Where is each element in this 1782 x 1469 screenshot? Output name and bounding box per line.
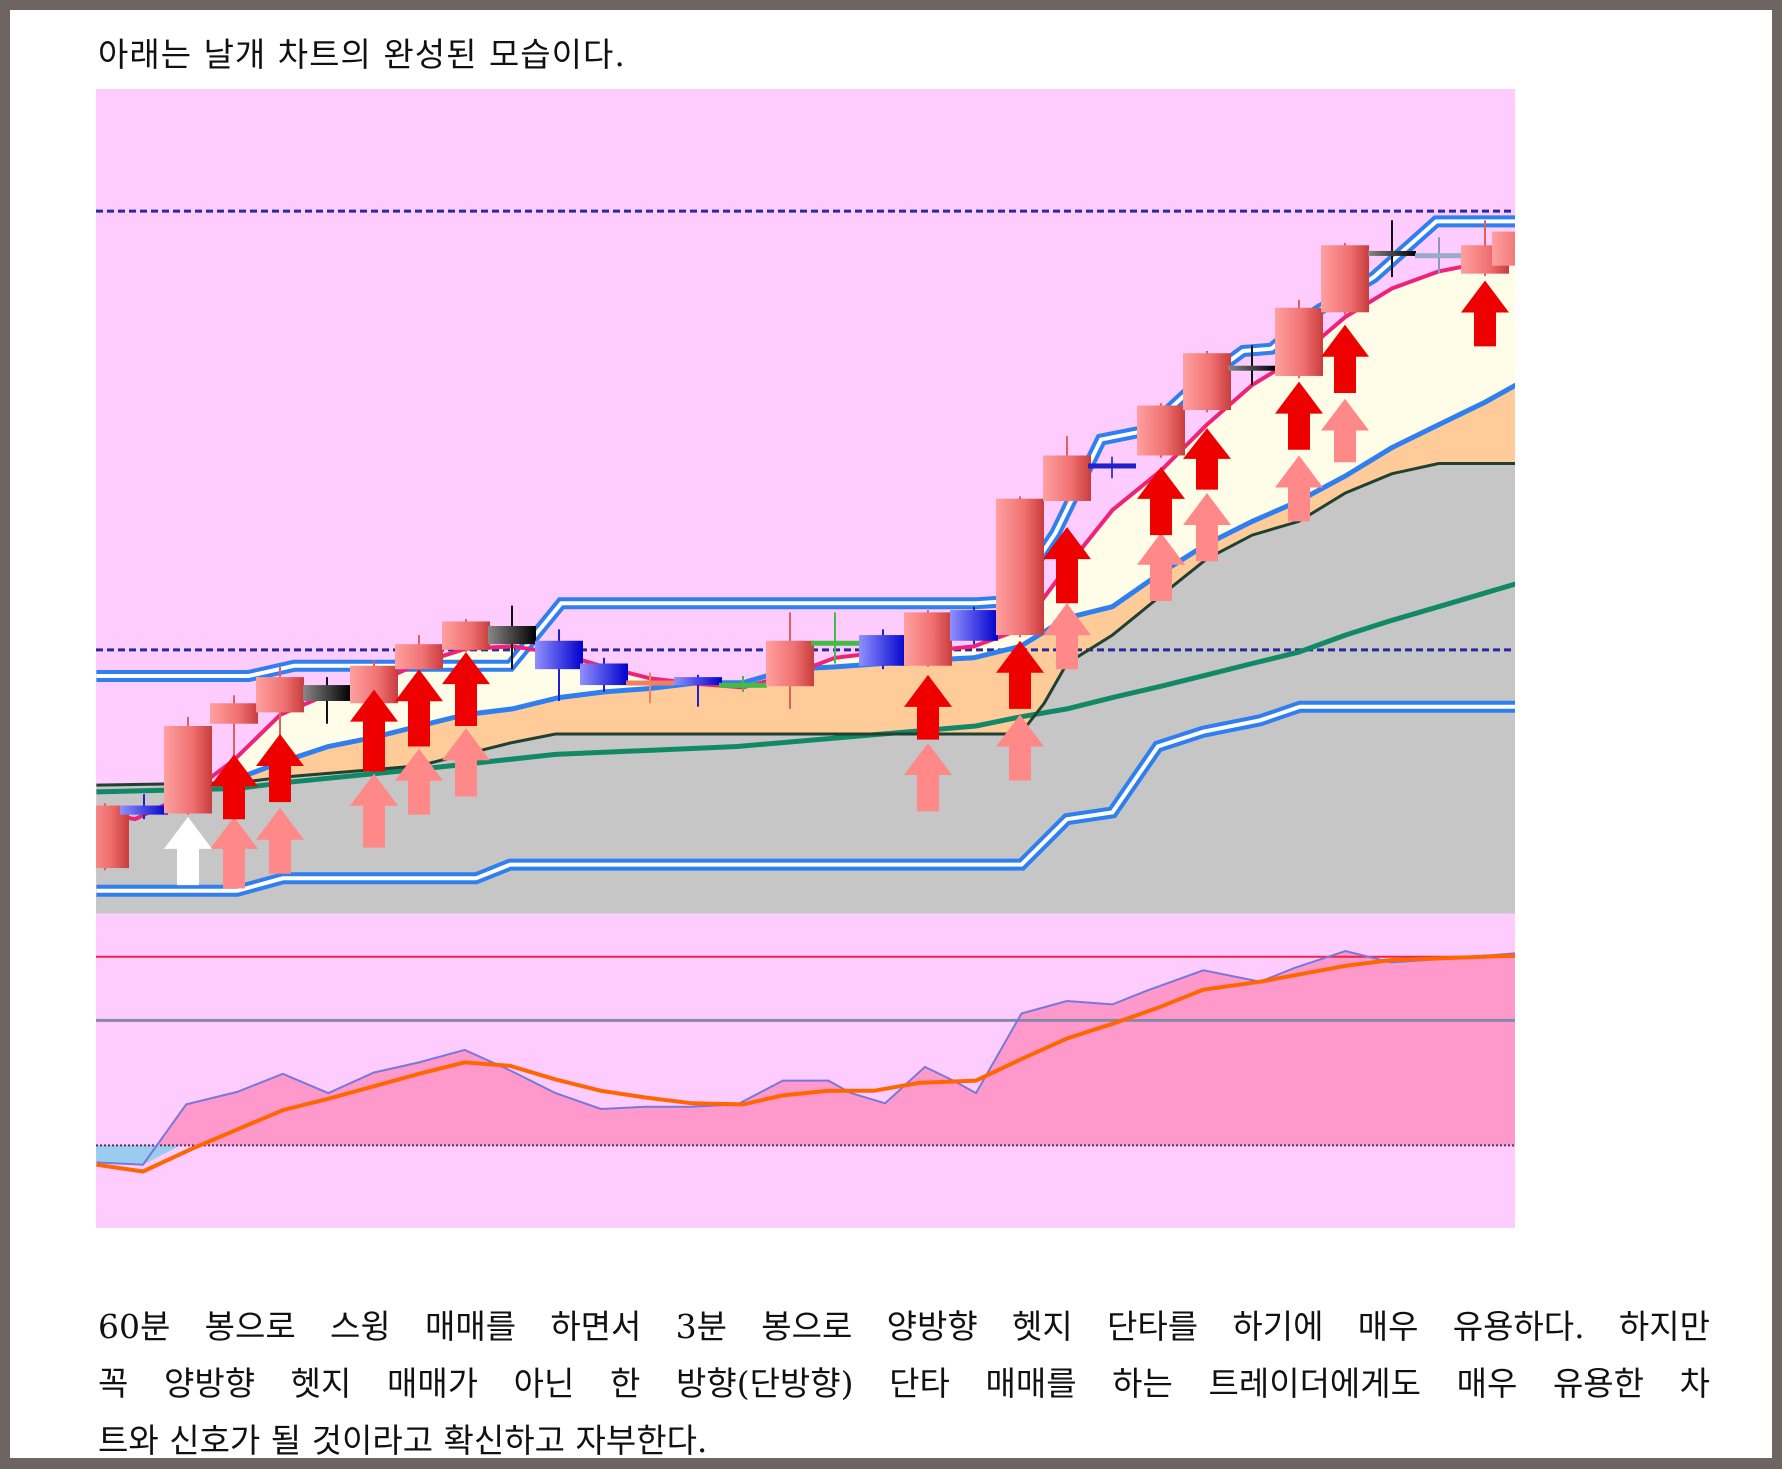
candle-body (580, 663, 628, 686)
candle-body (1415, 253, 1463, 259)
oscillator-area (96, 951, 1515, 1165)
candle-body (1492, 231, 1515, 266)
candle-body (674, 677, 722, 686)
paragraph-line-2: 꼭 양방향 헷지 매매가 아닌 한 방향(단방향) 단타 매매를 하는 트레이더… (98, 1364, 1710, 1403)
document-page: 아래는 날개 차트의 완성된 모습이다. 60분 봉으로 스윙 매매를 하면서 … (10, 10, 1772, 1460)
candle-body (811, 640, 859, 646)
buy-signal-arrow-strong (1137, 466, 1185, 536)
wing-chart (96, 89, 1515, 1228)
buy-signal-arrow-strong (1183, 428, 1231, 490)
candle-body (535, 640, 583, 670)
oscillator-negative-area (96, 1145, 181, 1165)
candle-body (1368, 250, 1416, 256)
candle-body (1228, 365, 1276, 371)
candle-body (210, 703, 258, 724)
buy-signal-arrow-strong (996, 640, 1044, 709)
candle-body (626, 680, 674, 686)
green-line (96, 581, 1515, 795)
buy-signal-arrow-light (442, 728, 490, 797)
buy-signal-arrow-light (395, 748, 443, 815)
buy-signal-arrow-light (904, 743, 952, 812)
oscillator-signal-line (96, 953, 1515, 1174)
candle-body (442, 621, 490, 650)
buy-signal-arrow-light (1275, 455, 1323, 522)
candle-body (1088, 463, 1136, 469)
candle-body (1183, 353, 1231, 411)
buy-signal-arrow-strong (1321, 324, 1369, 393)
candle-body (164, 725, 212, 814)
candle-body (766, 640, 814, 687)
buy-signal-arrow-strong (350, 689, 398, 772)
buy-signal-arrow-white (164, 816, 212, 886)
chart-canvas (96, 209, 1515, 1174)
buy-signal-arrow-strong (210, 754, 258, 820)
buy-signal-arrow-light (210, 816, 258, 889)
cloud-area (96, 463, 1515, 914)
intro-sentence: 아래는 날개 차트의 완성된 모습이다. (98, 35, 626, 74)
buy-signal-arrow-light (1183, 493, 1231, 562)
buy-signal-arrow-light (996, 714, 1044, 781)
buy-signal-arrow-strong (1043, 527, 1091, 604)
candle-body (719, 682, 767, 688)
buy-signal-arrow-light (1321, 398, 1369, 463)
paragraph-line-1: 60분 봉으로 스윙 매매를 하면서 3분 봉으로 양방향 헷지 단타를 하기에… (98, 1307, 1710, 1346)
candle-body (395, 644, 443, 670)
buy-signal-arrow-light (1137, 532, 1185, 601)
candle-body (488, 625, 536, 645)
buy-signal-arrow-strong (1275, 381, 1323, 450)
candle-body (950, 610, 998, 641)
buy-signal-arrow-strong (442, 652, 490, 726)
buy-signal-arrow-light (1043, 603, 1091, 670)
candle-body (1275, 307, 1323, 376)
paragraph-line-3: 트와 신호가 될 것이라고 확신하고 자부한다. (98, 1421, 708, 1460)
oscillator-main-line (96, 949, 1515, 1166)
buy-signal-arrow-light (256, 807, 304, 874)
candle-body (96, 805, 129, 869)
candle-body (1321, 245, 1369, 313)
buy-signal-arrow-light (350, 773, 398, 848)
candle-body (859, 635, 907, 666)
buy-signal-arrow-strong (904, 674, 952, 740)
candle-body (904, 612, 952, 666)
buy-signal-arrow-strong (1461, 280, 1509, 347)
candle-body (120, 805, 168, 815)
lower-channel-inner (96, 704, 1515, 893)
candle-body (1043, 455, 1091, 501)
buy-signal-arrow-strong (256, 734, 304, 803)
candle-body (996, 498, 1044, 636)
candle-body (303, 685, 351, 701)
buy-signal-arrow-strong (395, 669, 443, 747)
description-paragraph: 60분 봉으로 스윙 매매를 하면서 3분 봉으로 양방향 헷지 단타를 하기에… (98, 1298, 1710, 1469)
candle-body (256, 677, 304, 713)
candle-body (1137, 405, 1185, 456)
